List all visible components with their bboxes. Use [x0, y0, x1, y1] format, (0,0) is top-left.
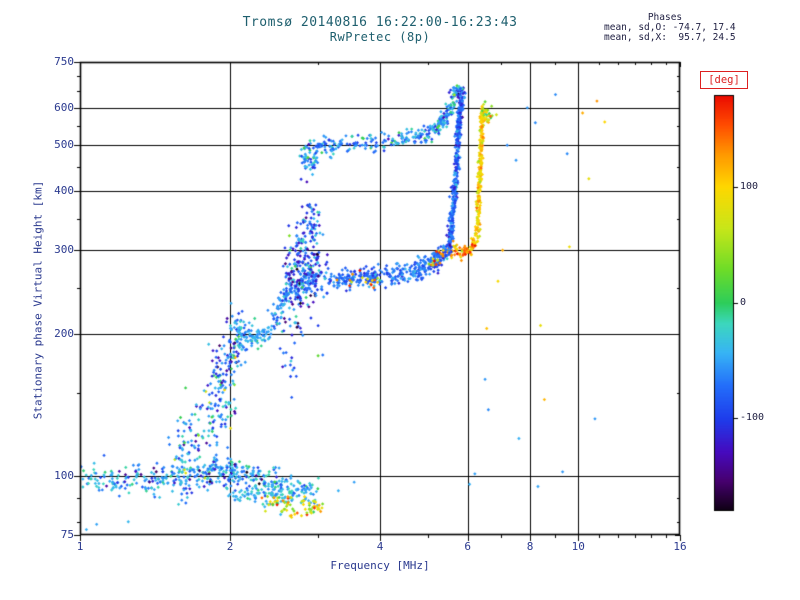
x-tick-label: 1	[76, 540, 84, 553]
chart-title: Tromsø 20140816 16:22:00-16:23:43	[242, 15, 518, 30]
y-tick-label: 200	[54, 326, 74, 340]
y-tick-label: 100	[54, 468, 74, 482]
y-axis-label: Stationary phase Virtual Height [km]	[31, 180, 45, 420]
colorbar-tick-label: 0	[740, 296, 747, 308]
y-tick-label: 600	[54, 100, 74, 114]
x-tick-label: 6	[464, 540, 472, 553]
x-tick-label: 10	[571, 540, 585, 553]
y-tick-label: 75	[60, 528, 74, 541]
x-tick-label: 4	[376, 540, 384, 553]
x-tick-label: 2	[226, 540, 234, 553]
x-tick-label: 16	[673, 540, 687, 553]
y-tick-label: 500	[54, 138, 74, 152]
x-tick-label: 8	[526, 540, 534, 553]
y-tick-label: 750	[54, 55, 74, 68]
x-axis-label: Frequency [MHz]	[330, 559, 430, 572]
phase-stats-x-mode: mean, sd,X: 95.7, 24.5	[604, 32, 736, 43]
chart-subtitle: RwPretec (8p)	[329, 30, 431, 44]
y-tick-label: 300	[54, 243, 74, 257]
phase-stats-heading: Phases	[647, 12, 683, 23]
y-tick-label: 400	[54, 184, 74, 198]
colorbar-unit-label: [deg]	[700, 71, 748, 89]
colorbar-tick-label: 100	[740, 181, 759, 193]
colorbar-tick-label: -100	[740, 411, 765, 423]
phase-stats-o-mode: mean, sd,O: -74.7, 17.4	[604, 22, 736, 33]
